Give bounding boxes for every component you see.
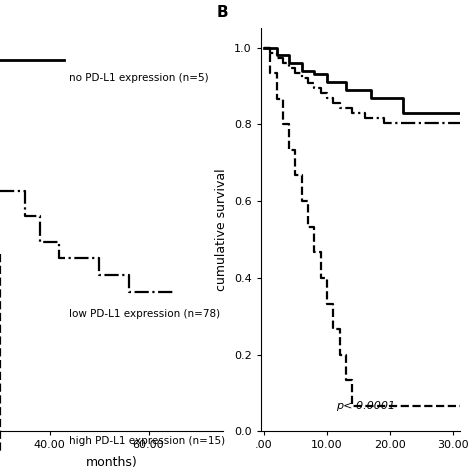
Text: low PD-L1 expression (n=78): low PD-L1 expression (n=78) xyxy=(69,309,220,319)
Text: high PD-L1 expression (n=15): high PD-L1 expression (n=15) xyxy=(69,436,226,446)
X-axis label: months): months) xyxy=(85,456,137,469)
Text: p< 0.0001: p< 0.0001 xyxy=(337,401,395,411)
Text: no PD-L1 expression (n=5): no PD-L1 expression (n=5) xyxy=(69,73,209,83)
Y-axis label: cumulative survival: cumulative survival xyxy=(215,169,228,291)
Text: B: B xyxy=(217,5,228,20)
